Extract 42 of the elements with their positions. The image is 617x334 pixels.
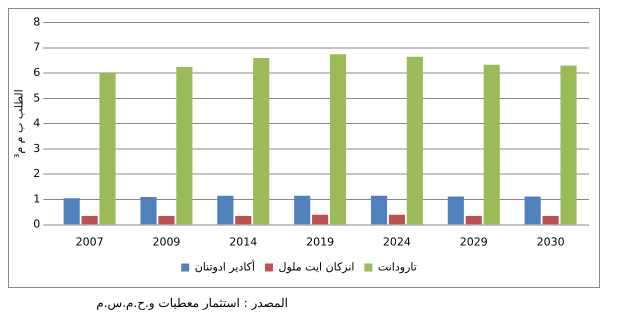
x-tick-label: 2024 [382,235,411,248]
bar [484,64,500,224]
bar [294,196,310,224]
legend-label: أكادير ادوتنان [194,259,255,274]
bar [560,66,577,224]
text: المصدر : استثمار معطيات و.ح.م.س.م [95,296,288,310]
x-tick-label: 2007 [76,235,104,248]
bar [140,197,157,224]
bar [158,216,175,224]
y-tick-label: 7 [33,40,40,54]
y-tick-label: 5 [33,91,40,104]
x-tick-label: 2019 [306,235,334,248]
y-tick-label: 4 [33,116,40,130]
y-tick-label: 0 [33,218,40,231]
bar [406,56,423,224]
legend-label: انزكان ايت ملول [278,260,354,274]
x-tick-label: 2014 [229,235,258,248]
y-tick-label: 8 [33,15,40,28]
y-tick-label: 1 [33,192,40,206]
y-axis-title: الطلب ب م م³ [12,89,26,158]
x-tick-label: 2030 [536,235,565,248]
bar [176,66,192,224]
bar [253,58,270,224]
bar [99,73,116,224]
bar [466,216,482,224]
bar [448,196,464,224]
legend-label: تارودانت [378,260,417,274]
bar [82,216,98,224]
x-tick-label: 2009 [152,235,180,248]
bar [542,216,559,224]
bar [388,214,405,224]
bar [370,196,388,224]
bar [330,54,346,224]
bar [312,214,328,224]
bar [217,196,234,224]
y-tick-label: 6 [33,66,40,80]
bar [235,216,252,224]
x-tick-label: 2029 [460,235,488,248]
bar [64,198,80,224]
y-tick-label: 2 [33,167,40,180]
y-tick-label: 3 [33,142,40,155]
bar [524,196,541,224]
